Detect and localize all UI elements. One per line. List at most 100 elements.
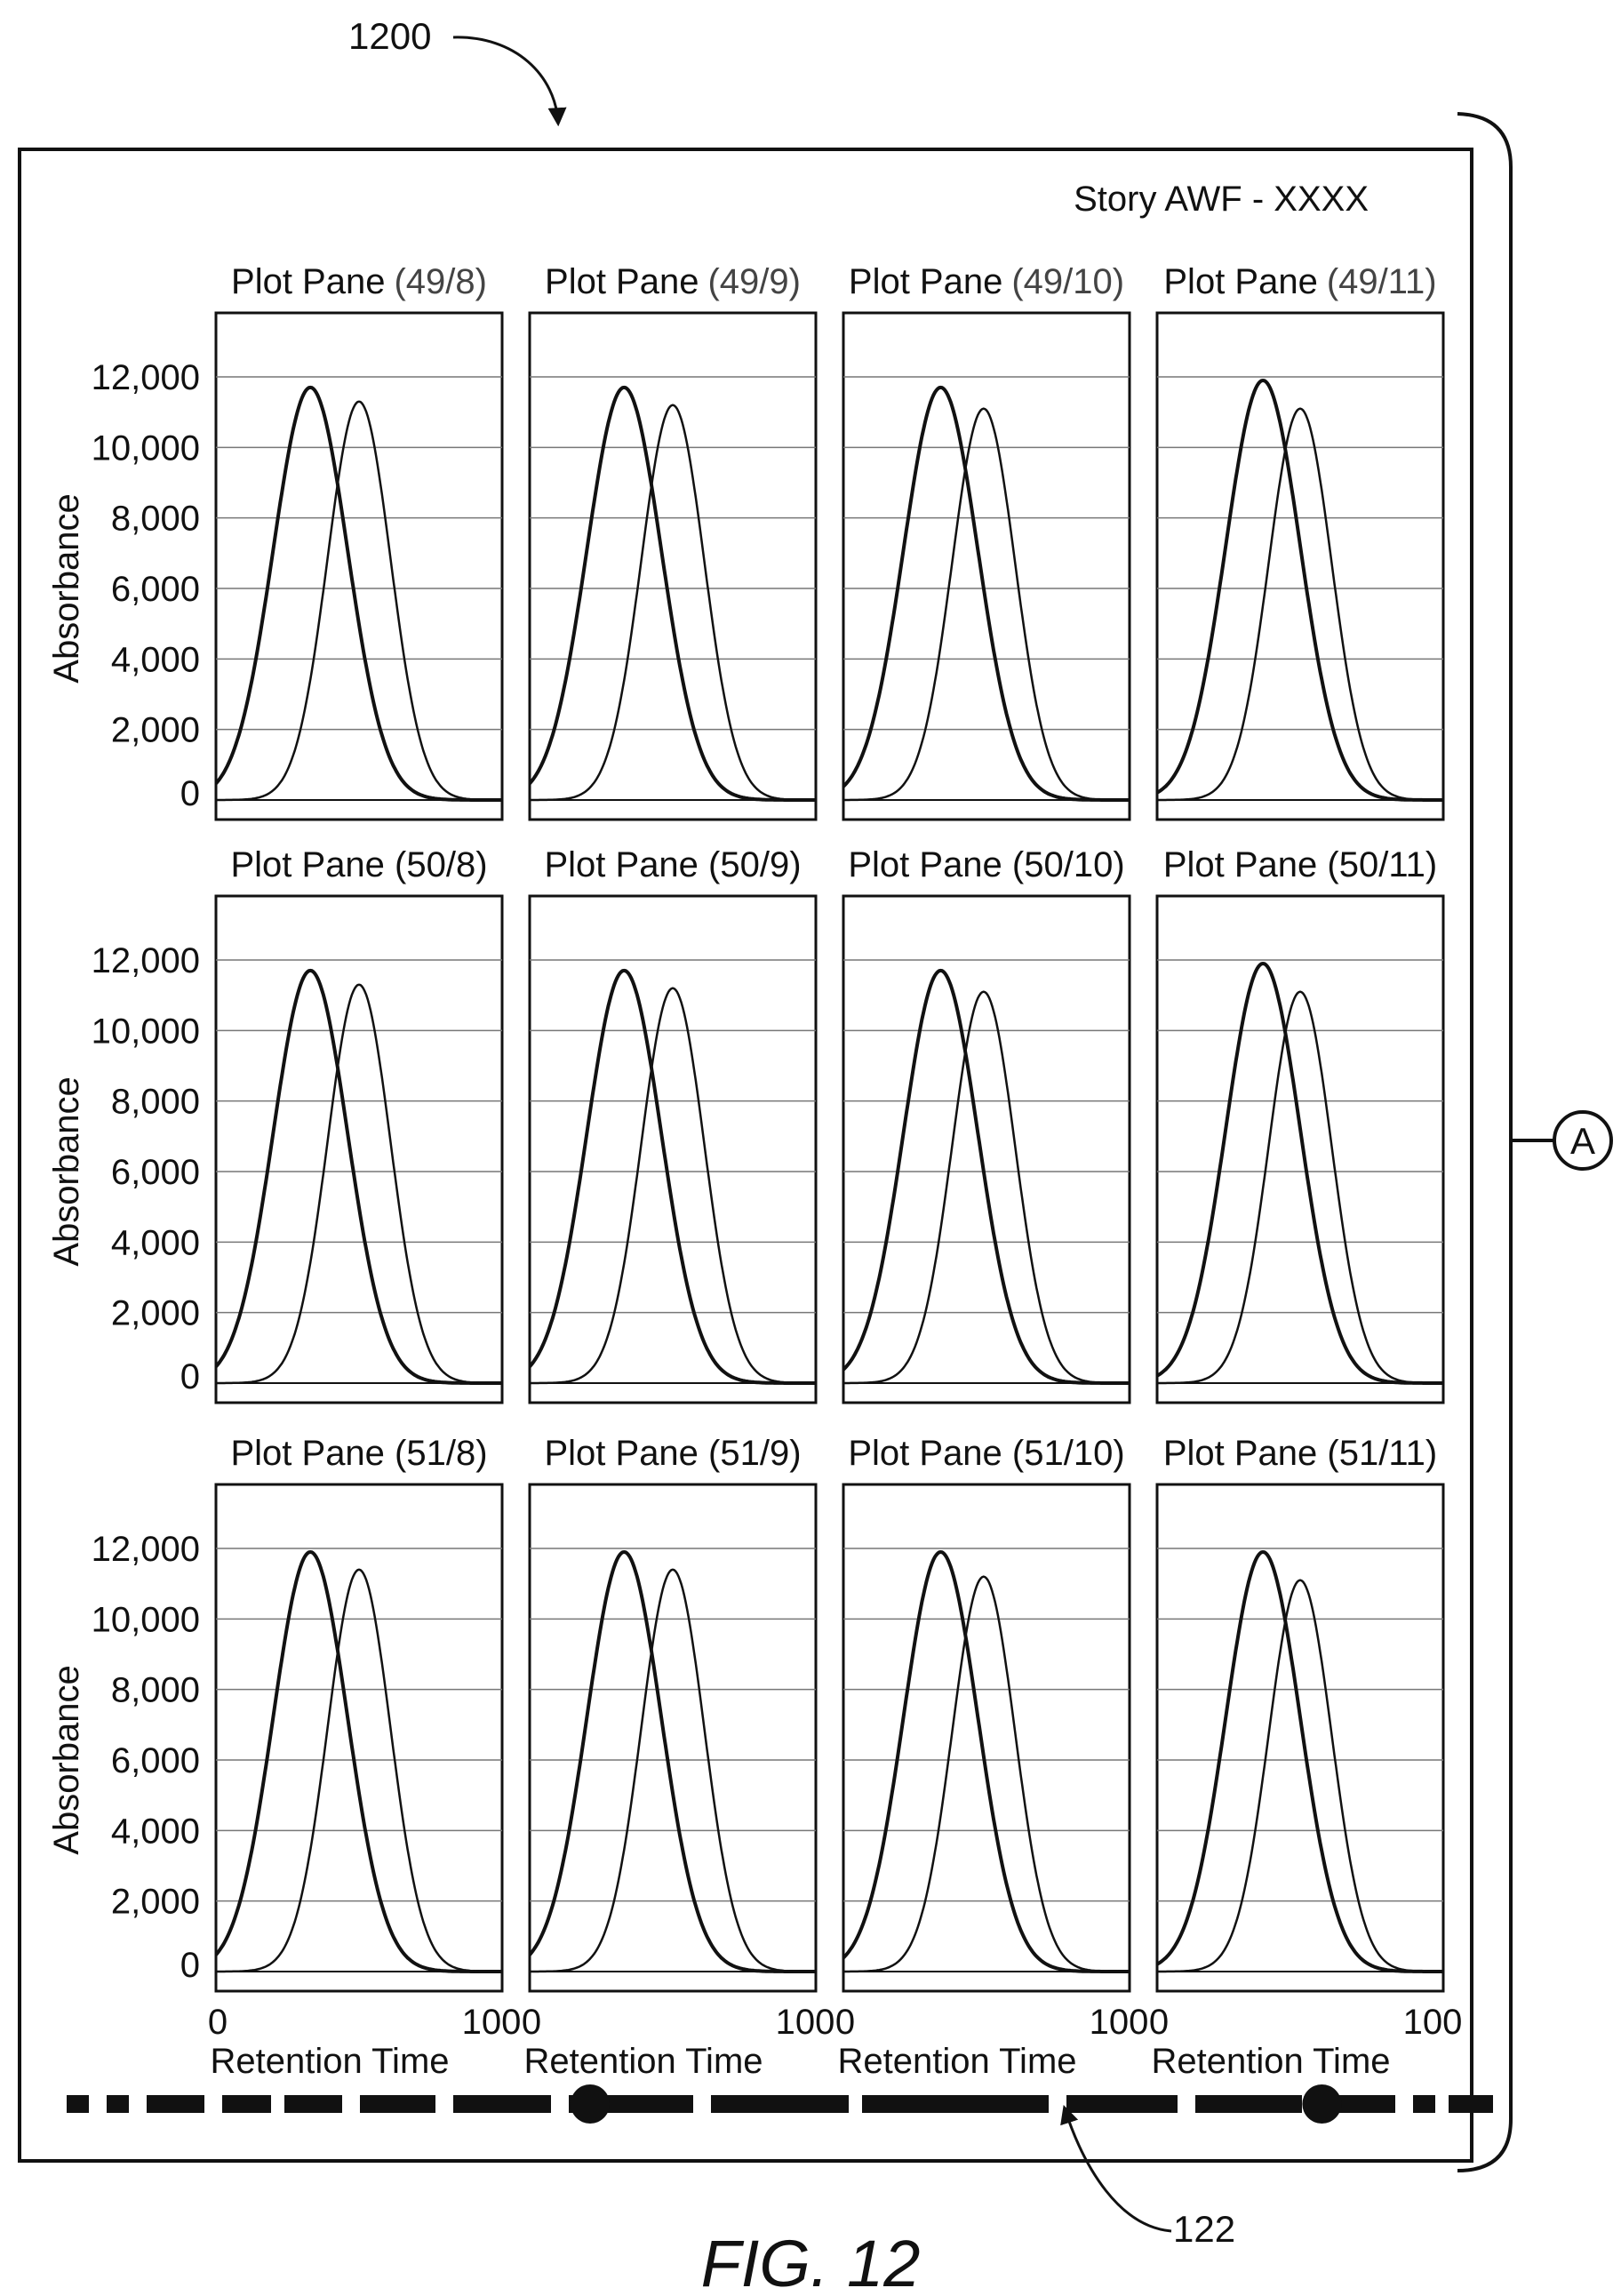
y-tick-label: 10,000: [92, 428, 200, 468]
plot-pane-title-main: Plot Pane: [545, 262, 699, 301]
window-frame: [18, 148, 1473, 2163]
series-line-2: [216, 983, 502, 1385]
plot-pane[interactable]: Plot Pane (49/8) 0 2,000 4,000 6,000 8,000 10,0…: [47, 262, 504, 821]
scrollbar-segment: [147, 2095, 204, 2113]
plot-pane[interactable]: Plot Pane (50/8) 0 2,000 4,000 6,000 8,000 10,…: [47, 845, 504, 1404]
plot-pane-title-main: Plot Pane: [1163, 262, 1317, 301]
plot-pane[interactable]: Plot Pane (51/9): [528, 1434, 818, 1993]
plot-pane-frame: [1155, 311, 1445, 821]
y-tick-label: 6,000: [111, 570, 200, 609]
plot-pane[interactable]: Plot Pane (51/10): [842, 1434, 1131, 1993]
series-line-1: [528, 968, 816, 1385]
plot-pane-title-sub: (49/11): [1327, 262, 1437, 301]
x-tick-label: 0: [208, 2003, 228, 2042]
series-line-2: [843, 407, 1130, 802]
scrollbar-handle[interactable]: [1302, 2084, 1342, 2124]
plot-pane-frame: [842, 894, 1131, 1404]
scrollbar-segment: [862, 2095, 1049, 2113]
plot-pane-frame: [528, 1483, 818, 1993]
timeline-scrollbar[interactable]: [67, 2084, 1493, 2124]
plot-pane-title-main: Plot Pane (50/9): [544, 845, 801, 884]
series-line-2: [1157, 990, 1443, 1385]
y-tick-label: 2,000: [111, 711, 200, 750]
scrollbar-segment: [107, 2095, 129, 2113]
plot-pane-frame: [214, 1483, 504, 1993]
x-tick-label: 100: [1090, 2003, 1149, 2042]
plot-pane-title-sub: (49/9): [707, 262, 801, 301]
plot-pane[interactable]: Plot Pane (50/11): [1155, 845, 1445, 1404]
plot-pane-frame: [842, 1483, 1131, 1993]
ref-arrow: [452, 36, 567, 127]
plot-pane[interactable]: Plot Pane (50/10): [842, 845, 1131, 1404]
y-tick-label: 10,000: [92, 1012, 200, 1051]
series-line-1: [1155, 961, 1443, 1385]
x-axis-label: Retention Time: [210, 2042, 449, 2081]
y-tick-label: 12,000: [92, 941, 200, 980]
series-line-1: [842, 385, 1130, 802]
plot-pane-grid: Plot Pane (49/8)02,0004,0006,0008,00010,0…: [47, 262, 1445, 1993]
scrollbar-segment: [67, 2095, 89, 2113]
figure-ref-number: 1200: [348, 15, 431, 57]
y-tick-label: 8,000: [111, 1083, 200, 1122]
scrollbar-segment: [453, 2095, 551, 2113]
plot-pane[interactable]: Plot Pane (49/11): [1155, 262, 1445, 821]
story-title: Story AWF - XXXX: [1074, 180, 1369, 219]
plot-pane[interactable]: Plot Pane (49/10): [842, 262, 1131, 821]
y-tick-label: 12,000: [92, 358, 200, 397]
plot-pane-frame: [528, 311, 818, 821]
series-line-1: [214, 1549, 502, 1973]
y-tick-label: 8,000: [111, 1671, 200, 1710]
y-axis-label: Absorbance: [47, 1076, 86, 1266]
y-tick-label: 0: [180, 774, 200, 813]
plot-pane-title-main: Plot Pane: [231, 262, 385, 301]
x-tick-label: 100: [462, 2003, 522, 2042]
x-axis-label: Retention Time: [1151, 2042, 1390, 2081]
plot-pane-title: Plot Pane (49/10): [849, 262, 1124, 301]
x-tick-label: 0: [835, 2003, 855, 2042]
plot-pane-title: Plot Pane (51/9): [544, 1434, 801, 1473]
x-tick-label: 0: [1149, 2003, 1169, 2042]
series-line-2: [216, 400, 502, 802]
y-axis-label: Absorbance: [47, 493, 86, 683]
y-tick-label: 8,000: [111, 500, 200, 539]
scrollbar-segment: [1449, 2095, 1493, 2113]
x-axis-label: Retention Time: [837, 2042, 1076, 2081]
scrollbar-segment: [1195, 2095, 1302, 2113]
y-tick-label: 4,000: [111, 1223, 200, 1262]
plot-pane-frame: [842, 311, 1131, 821]
plot-pane[interactable]: Plot Pane (50/9): [528, 845, 818, 1404]
scrollbar-ref-arrow: [1060, 2105, 1172, 2233]
y-tick-label: 4,000: [111, 640, 200, 679]
scrollbar-segment: [222, 2095, 271, 2113]
y-tick-label: 4,000: [111, 1812, 200, 1851]
figure-caption: FIG. 12: [701, 2227, 921, 2296]
plot-pane-title: Plot Pane (50/10): [848, 845, 1124, 884]
y-tick-label: 6,000: [111, 1153, 200, 1192]
scrollbar-segment: [284, 2095, 342, 2113]
x-axis-label: Retention Time: [523, 2042, 763, 2081]
plot-pane-title-main: Plot Pane (50/8): [230, 845, 487, 884]
plot-pane-title-main: Plot Pane (51/8): [230, 1434, 487, 1473]
scrollbar-segment: [1066, 2095, 1178, 2113]
plot-pane[interactable]: Plot Pane (49/9): [528, 262, 818, 821]
plot-pane-title: Plot Pane (51/10): [848, 1434, 1124, 1473]
plot-pane-title-sub: (49/10): [1011, 262, 1124, 301]
plot-pane-frame: [214, 894, 504, 1404]
plot-pane[interactable]: Plot Pane (51/8) 0 2,000 4,000 6,000 8,000 10,…: [47, 1434, 504, 1993]
series-line-2: [530, 1568, 816, 1973]
plot-pane-title: Plot Pane (51/8): [230, 1434, 487, 1473]
connector-label: A: [1570, 1120, 1595, 1162]
scrollbar-segment: [711, 2095, 849, 2113]
series-line-1: [1155, 1549, 1443, 1973]
y-tick-label: 10,000: [92, 1600, 200, 1639]
plot-pane-frame: [528, 894, 818, 1404]
series-line-2: [1157, 1579, 1443, 1973]
plot-pane-title-main: Plot Pane: [849, 262, 1002, 301]
series-line-2: [530, 404, 816, 802]
plot-pane-title: Plot Pane (49/9): [545, 262, 801, 301]
plot-pane-title: Plot Pane (50/11): [1163, 845, 1437, 884]
plot-pane[interactable]: Plot Pane (51/11): [1155, 1434, 1445, 1993]
scrollbar-handle[interactable]: [571, 2084, 611, 2124]
